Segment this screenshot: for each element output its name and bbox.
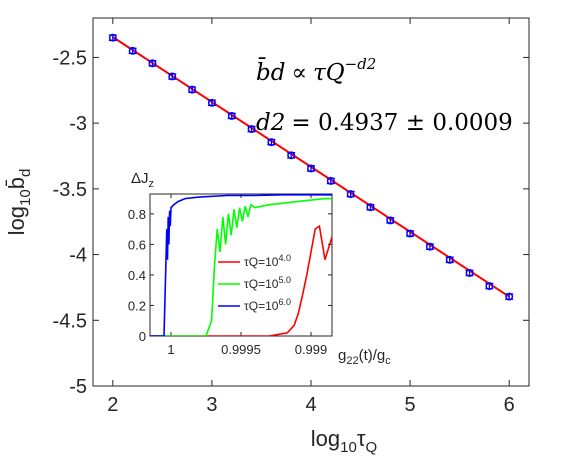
- main-y-tick-label: -4: [69, 245, 87, 267]
- main-y-tick-label: -5: [69, 376, 87, 398]
- svg-text:d2= 0.4937 ± 0.0009: d2 = 0.4937 ± 0.0009: [256, 110, 513, 136]
- svg-text:b̄d∝τQ−d2: b̄d ∝ τQ−d2: [256, 55, 376, 86]
- data-point: [207, 98, 216, 107]
- data-point: [247, 125, 256, 134]
- formula-rhs-exponent: −d2: [345, 55, 377, 73]
- inset-y-tick-label: 0.2: [128, 298, 146, 313]
- data-point: [128, 46, 137, 55]
- data-point: [346, 190, 355, 199]
- data-point: [366, 203, 375, 212]
- inset-series-line-1: [150, 197, 332, 336]
- fit-result: d2 = 0.4937 ± 0.0009: [256, 110, 513, 136]
- inset-y-tick-label: 0.6: [128, 237, 146, 252]
- inset-x-ticks: 1 0.9995 0.999: [167, 194, 327, 357]
- main-x-ticks: 2 3 4 5 6: [107, 18, 515, 416]
- main-x-tick-label: 4: [305, 394, 316, 416]
- main-y-ticks: -2.5 -3 -3.5 -4 -4.5 -5: [53, 47, 529, 398]
- main-y-tick-label: -3: [69, 113, 87, 135]
- data-point: [267, 138, 276, 147]
- legend-label: τQ=104.0: [244, 253, 291, 269]
- data-point: [445, 255, 454, 264]
- formula-lhs: b̄d: [256, 58, 285, 86]
- data-point: [425, 242, 434, 251]
- main-series: [108, 33, 514, 301]
- data-point: [406, 229, 415, 238]
- fit-value: = 0.4937 ± 0.0009: [291, 110, 512, 136]
- main-x-tick-label: 5: [405, 394, 416, 416]
- inset-y-ticks: 0 0.2 0.4 0.6 0.8: [128, 207, 332, 344]
- inset-series-line-0: [150, 224, 332, 336]
- inset-y-axis-label: ΔJz: [131, 170, 154, 190]
- formula-relation: ∝: [291, 60, 307, 86]
- data-point: [108, 33, 117, 42]
- data-point: [287, 151, 296, 160]
- inset-x-tick-label: 0.999: [295, 342, 328, 357]
- legend-label: τQ=106.0: [244, 297, 291, 313]
- scaling-formula: b̄d ∝ τQ−d2: [256, 55, 376, 86]
- inset-series-line-2: [150, 194, 332, 336]
- inset-x-axis-label: g22(t)/gc: [338, 347, 391, 367]
- formula-rhs-base: τQ: [313, 60, 345, 86]
- inset-legend: τQ=104.0 τQ=105.0 τQ=106.0: [218, 253, 291, 313]
- inset-y-tick-label: 0.8: [128, 207, 146, 222]
- data-point: [386, 216, 395, 225]
- data-point: [326, 177, 335, 185]
- inset-y-tick-label: 0.4: [128, 268, 146, 283]
- inset-y-tick-label: 0: [139, 329, 146, 344]
- data-point: [485, 282, 494, 291]
- data-point: [307, 164, 315, 173]
- inset-x-tick-label: 0.9995: [221, 342, 261, 357]
- main-y-tick-label: -4.5: [53, 310, 87, 332]
- legend-label: τQ=105.0: [244, 275, 291, 291]
- inset-series: [150, 194, 332, 336]
- inset-x-tick-label: 1: [167, 342, 174, 357]
- data-point: [188, 85, 197, 94]
- data-point: [227, 111, 236, 120]
- data-point: [168, 72, 177, 81]
- main-x-tick-label: 2: [107, 394, 118, 416]
- main-y-tick-label: -2.5: [53, 47, 87, 69]
- data-point: [505, 292, 514, 301]
- main-x-axis-label: log10τQ: [311, 426, 377, 456]
- main-y-axis-label: log10b̄d: [4, 169, 34, 236]
- inset-chart: 1 0.9995 0.999 00.20.40.60.8 τQ=104.0τQ=10…: [128, 193, 333, 357]
- main-x-tick-label: 3: [206, 394, 217, 416]
- fit-lhs: d2: [256, 110, 285, 136]
- main-axes: 2 3 4 5 6 -2.5 -3 -3.5 -4 -4.5 -5: [53, 17, 530, 416]
- main-x-tick-label: 6: [504, 394, 515, 416]
- data-point: [465, 269, 474, 277]
- data-point: [148, 59, 157, 68]
- main-y-tick-label: -3.5: [53, 179, 87, 201]
